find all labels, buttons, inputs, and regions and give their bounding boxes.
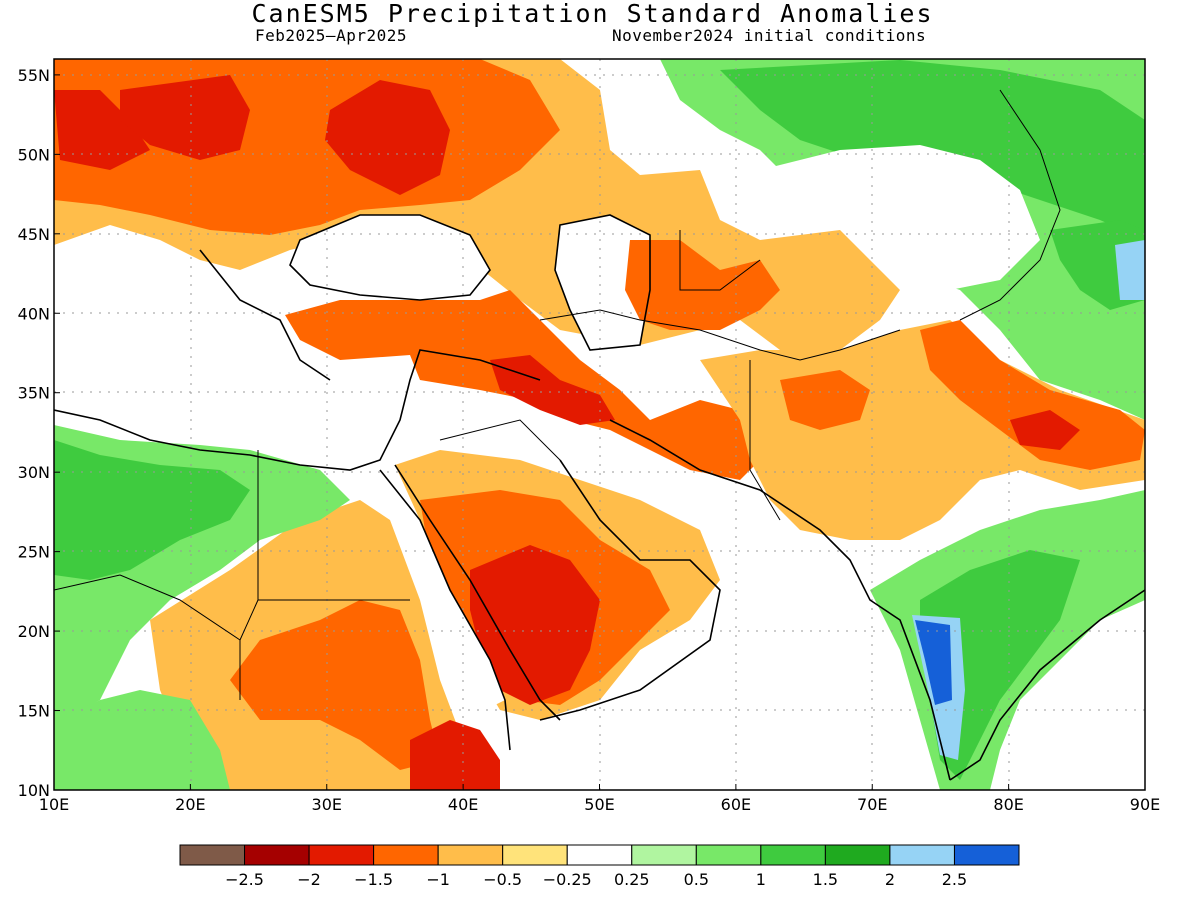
colorbar-label: −2.5 bbox=[225, 870, 264, 889]
anomaly-region-russia-very-dry bbox=[325, 80, 450, 195]
gridlines bbox=[54, 59, 1145, 790]
colorbar-label: −1 bbox=[426, 870, 450, 889]
colorbar-swatch bbox=[566, 844, 633, 866]
lat-label: 10N bbox=[18, 781, 50, 800]
colorbar-label: −2 bbox=[297, 870, 321, 889]
colorbar-swatch bbox=[373, 844, 439, 866]
lat-label: 35N bbox=[18, 384, 50, 403]
chart-title: CanESM5 Precipitation Standard Anomalies bbox=[251, 0, 934, 28]
lon-label: 80E bbox=[993, 795, 1023, 814]
anomaly-region-horn-very-dry bbox=[410, 720, 500, 790]
anomaly-region-arabia-very-dry bbox=[470, 545, 600, 705]
colorbar-swatch bbox=[502, 844, 568, 866]
anomaly-region-iraq-very-dry bbox=[490, 355, 615, 425]
coastlines bbox=[54, 214, 1145, 781]
colorbar-swatch bbox=[889, 844, 955, 866]
longitude-axis: 10E 20E 30E 40E 50E 60E 70E 80E 90E bbox=[39, 784, 1160, 814]
colorbar-swatch bbox=[308, 844, 375, 866]
lat-label: 30N bbox=[18, 463, 50, 482]
lat-label: 55N bbox=[18, 66, 50, 85]
initial-conditions: November2024 initial conditions bbox=[612, 26, 927, 45]
lat-label: 25N bbox=[18, 543, 50, 562]
lat-label: 15N bbox=[18, 702, 50, 721]
lon-label: 70E bbox=[857, 795, 887, 814]
lon-label: 10E bbox=[39, 795, 69, 814]
lat-label: 45N bbox=[18, 225, 50, 244]
colorbar-label: 1 bbox=[756, 870, 766, 889]
anomaly-fill-layer bbox=[54, 59, 1145, 790]
anomaly-region-iran-dry bbox=[625, 240, 780, 330]
anomaly-region-kazakh-white bbox=[760, 145, 1040, 290]
anomaly-region-afghan-drier bbox=[780, 370, 870, 430]
borders bbox=[54, 89, 1061, 700]
anomaly-region-india-extremely-wet bbox=[915, 620, 952, 705]
lat-label: 40N bbox=[18, 304, 50, 323]
colorbar-label: 0.25 bbox=[614, 870, 650, 889]
anomaly-region-poland-very-dry bbox=[120, 75, 250, 160]
forecast-period: Feb2025–Apr2025 bbox=[255, 26, 407, 45]
lat-label: 20N bbox=[18, 622, 50, 641]
lon-label: 50E bbox=[584, 795, 614, 814]
colorbar-swatch bbox=[244, 844, 310, 866]
colorbar-swatch bbox=[760, 844, 826, 866]
colorbar-label: −0.5 bbox=[483, 870, 522, 889]
colorbar-label: 0.5 bbox=[684, 870, 709, 889]
colorbar-swatch bbox=[631, 844, 697, 866]
lon-label: 20E bbox=[175, 795, 205, 814]
colorbar-swatch bbox=[824, 844, 891, 866]
anomaly-region-europe-very-dry bbox=[54, 90, 150, 170]
anomaly-region-sudan-drier bbox=[230, 600, 440, 770]
lon-label: 60E bbox=[721, 795, 751, 814]
lon-label: 90E bbox=[1130, 795, 1160, 814]
anomaly-region-libya-wetter bbox=[54, 440, 250, 580]
lon-label: 40E bbox=[448, 795, 478, 814]
colorbar-label: 2.5 bbox=[942, 870, 967, 889]
colorbar-label: 2 bbox=[885, 870, 895, 889]
colorbar-label: 1.5 bbox=[813, 870, 838, 889]
anomaly-region-red-sea-white bbox=[370, 465, 505, 710]
colorbar-swatch bbox=[179, 844, 246, 866]
anomaly-region-black-sea-white bbox=[290, 215, 490, 300]
anomaly-region-xinjiang-very-wet bbox=[1115, 240, 1145, 300]
anomaly-region-chad-wet bbox=[54, 690, 230, 790]
latitude-axis: 10N 15N 20N 25N 30N 35N 40N 45N 50N 55N bbox=[18, 66, 60, 800]
lon-label: 30E bbox=[312, 795, 342, 814]
colorbar-label: −0.25 bbox=[543, 870, 592, 889]
colorbar: −2.5 −2 −1.5 −1 −0.5 −0.25 0.25 0.5 1 1.5 2 2.5 bbox=[179, 844, 1020, 889]
lat-label: 50N bbox=[18, 145, 50, 164]
colorbar-swatch bbox=[437, 844, 504, 866]
colorbar-label: −1.5 bbox=[354, 870, 393, 889]
anomaly-region-kashmir-dry bbox=[920, 320, 1145, 470]
colorbar-swatch bbox=[695, 844, 762, 866]
colorbar-swatch bbox=[953, 844, 1020, 866]
anomaly-region-kashmir-very-dry bbox=[1010, 410, 1080, 450]
